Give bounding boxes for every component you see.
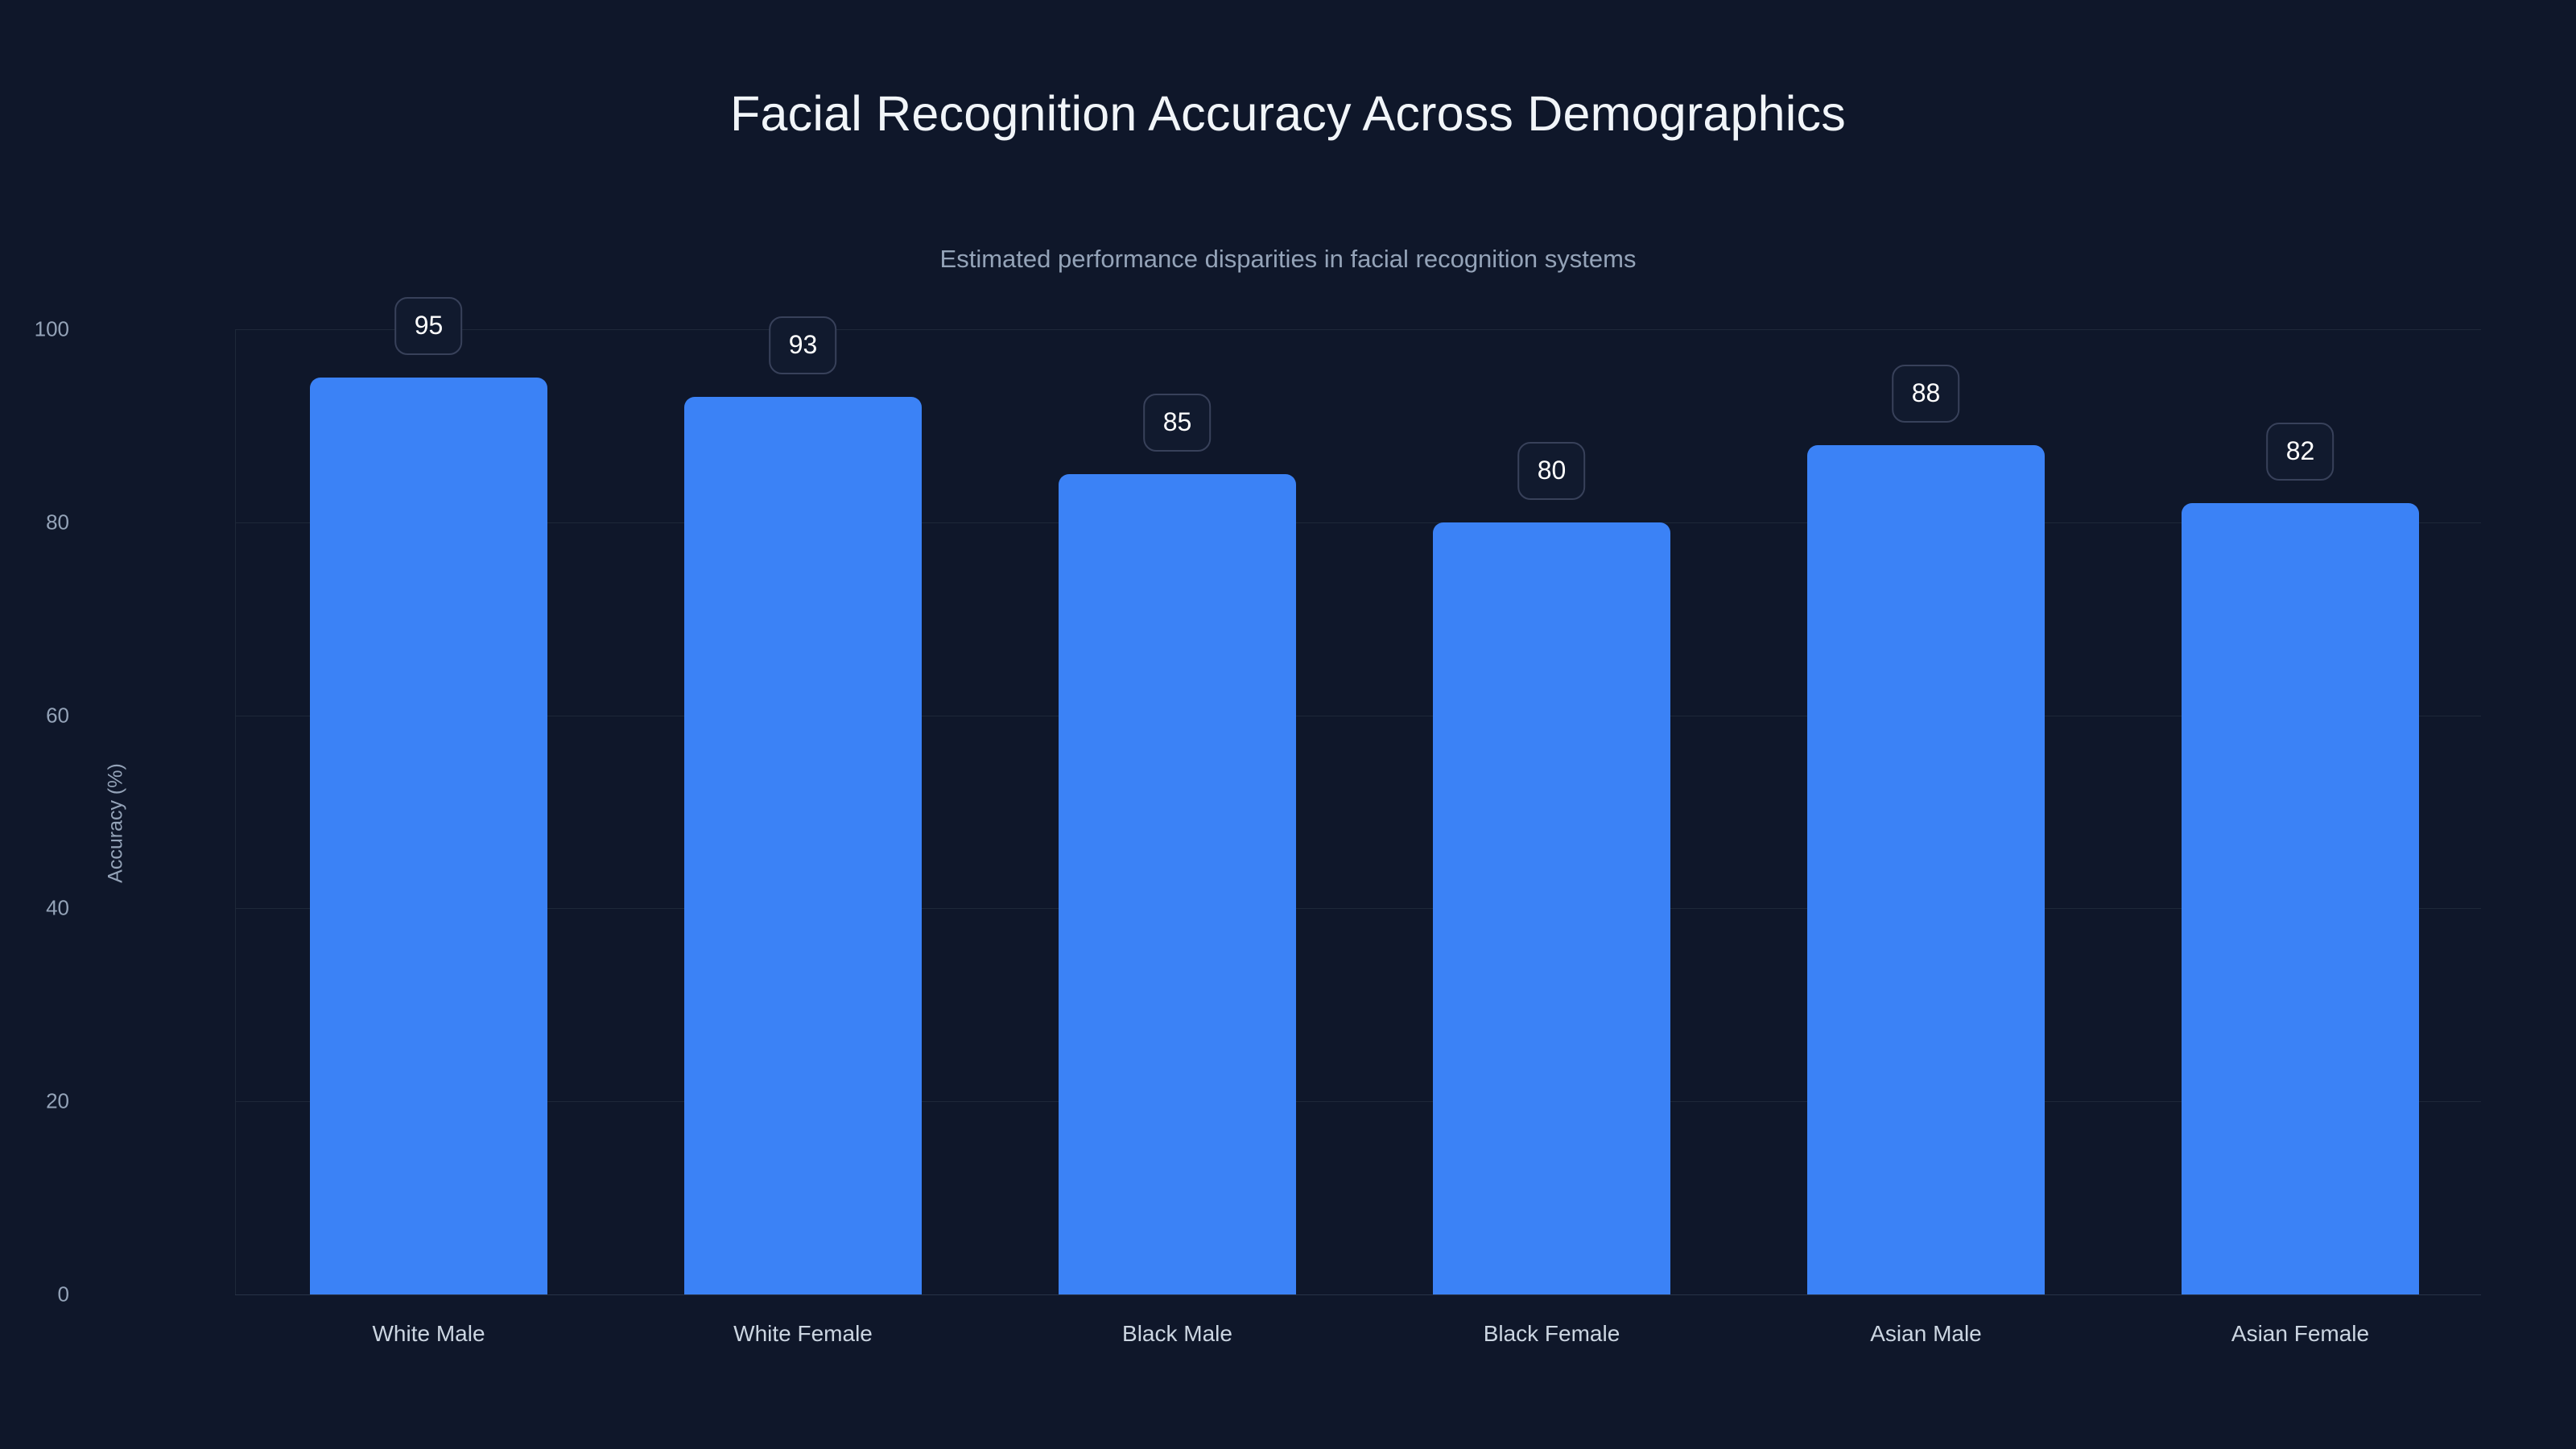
y-axis-line — [235, 329, 236, 1294]
bar[interactable] — [1058, 473, 1297, 1294]
y-tick-label-40: 40 — [46, 895, 69, 920]
x-tick-label: Black Male — [1122, 1321, 1232, 1346]
bar-group: 85 — [1058, 329, 1297, 1294]
bar-group: 93 — [683, 316, 923, 1294]
gridline-100 — [235, 329, 2481, 330]
x-tick-label: Black Female — [1483, 1321, 1620, 1346]
x-tick-label: White Female — [733, 1321, 873, 1346]
gridline-0 — [235, 1294, 2481, 1295]
y-axis-title: Accuracy (%) — [104, 763, 127, 883]
bar[interactable] — [2181, 502, 2420, 1294]
bar-value-label: 80 — [1517, 441, 1586, 500]
bar-group: 95 — [309, 296, 548, 1294]
bar[interactable] — [683, 396, 923, 1294]
chart-subtitle: Estimated performance disparities in fac… — [939, 245, 1637, 273]
bar-value-label: 85 — [1143, 393, 1212, 452]
x-tick-label: White Male — [372, 1321, 485, 1346]
gridline-20 — [235, 1101, 2481, 1103]
y-tick-label-0: 0 — [57, 1282, 69, 1307]
bar-value-label: 82 — [2266, 422, 2334, 481]
bar-value-label: 93 — [769, 316, 837, 374]
gridline-80 — [235, 522, 2481, 523]
bar-group: 88 — [1806, 329, 2046, 1294]
chart-title: Facial Recognition Accuracy Across Demog… — [730, 86, 1846, 141]
y-tick-label-100: 100 — [34, 316, 69, 341]
x-tick-label: Asian Female — [2231, 1321, 2370, 1346]
y-tick-label-80: 80 — [46, 510, 69, 535]
x-tick-label: Asian Male — [1870, 1321, 1982, 1346]
plot-area: 95 93 85 80 88 82 — [235, 296, 2481, 1295]
y-tick-label-20: 20 — [46, 1088, 69, 1113]
bar-value-label: 88 — [1892, 364, 1960, 423]
bar-group: 80 — [1432, 329, 1671, 1294]
gridline-40 — [235, 908, 2481, 910]
bar[interactable] — [1806, 444, 2046, 1294]
bar-value-label: 95 — [394, 296, 463, 355]
bar-group: 82 — [2181, 329, 2420, 1294]
bar[interactable] — [1432, 522, 1671, 1294]
y-tick-label-60: 60 — [46, 703, 69, 728]
bar[interactable] — [309, 377, 548, 1294]
